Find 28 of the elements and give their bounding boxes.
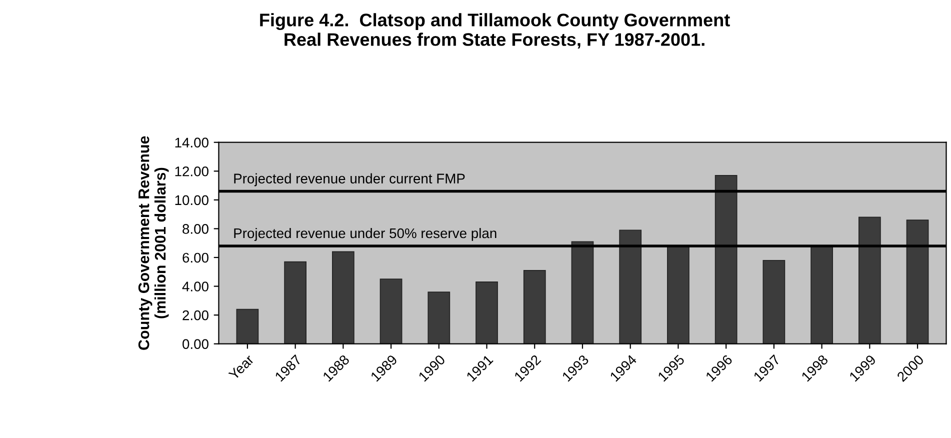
y-axis-title: County Government Revenue (million 2001 dollars) (138, 136, 169, 350)
bar (571, 241, 594, 344)
ref-line-label: Projected revenue under current FMP (234, 173, 465, 186)
bar (380, 278, 402, 344)
bar (714, 175, 738, 344)
y-tick-label: 6.00 (182, 252, 208, 263)
bar (284, 261, 306, 344)
y-tick-label: 12.00 (175, 166, 208, 176)
bar (236, 308, 259, 344)
bar (332, 251, 354, 344)
bar (523, 270, 546, 344)
bar (858, 216, 881, 344)
y-tick-label: 8.00 (182, 224, 208, 234)
y-tick-label: 10.00 (175, 195, 208, 206)
bar (428, 292, 450, 344)
bar (810, 246, 833, 344)
ref-line-label: Projected revenue under 50% reserve plan (234, 228, 496, 241)
bar (476, 282, 498, 344)
y-tick-label: 4.00 (182, 282, 208, 292)
bar (667, 246, 690, 344)
bar (762, 260, 786, 344)
y-tick-label: 0.00 (182, 339, 208, 349)
y-tick-label: 14.00 (175, 138, 208, 148)
bar (906, 220, 929, 344)
x-tick-label: Year (228, 354, 254, 380)
chart-title: Figure 4.2. Clatsop and Tillamook County Government Real Revenues from State Forests, FY 1987-2001. (260, 13, 730, 49)
y-tick-label: 2.00 (182, 310, 208, 320)
bar (619, 230, 642, 344)
